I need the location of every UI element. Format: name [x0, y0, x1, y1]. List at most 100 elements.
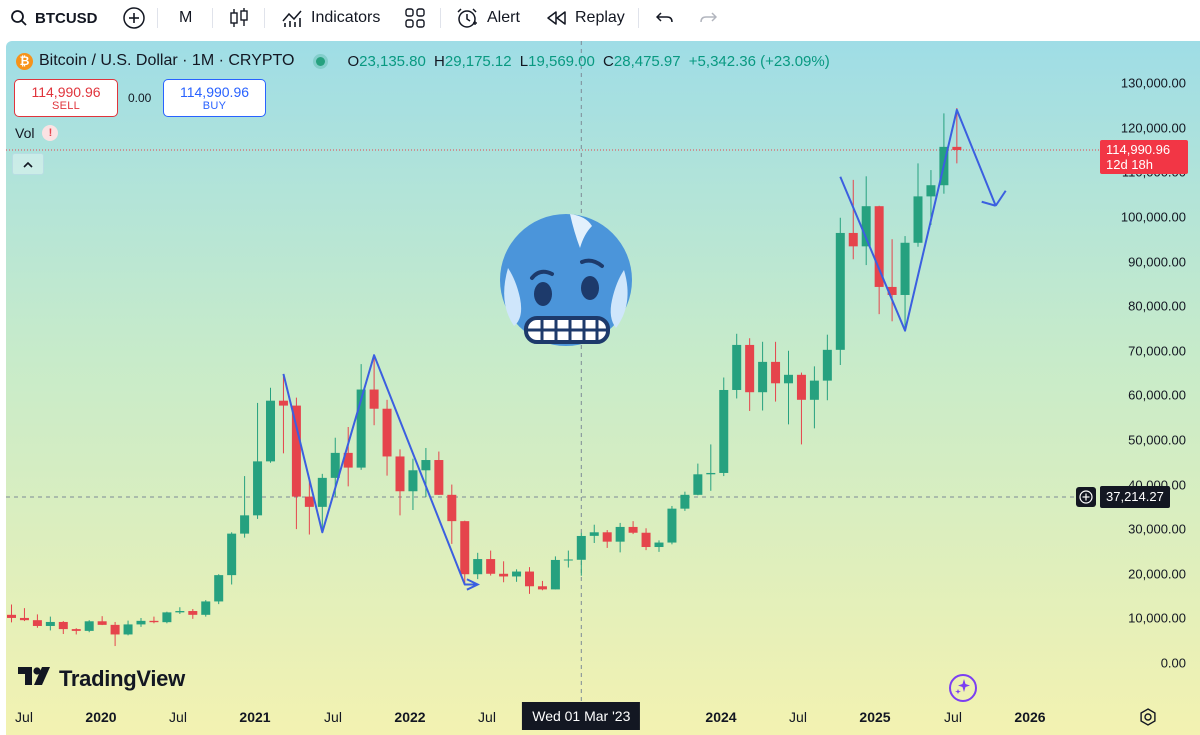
- chart-settings-button[interactable]: [1139, 708, 1159, 728]
- redo-icon: [699, 10, 717, 26]
- indicators-label: Indicators: [311, 9, 381, 26]
- candle-body: [447, 494, 457, 522]
- price-axis-tick-label: 0.00: [1160, 655, 1186, 671]
- candle-body: [861, 206, 871, 247]
- candle-body: [266, 400, 275, 462]
- search-icon: [10, 9, 28, 27]
- candle-body: [719, 389, 729, 473]
- time-axis-tick-label: Jul: [324, 709, 342, 725]
- toolbar-divider: [212, 8, 213, 28]
- market-status-icon: [316, 56, 326, 66]
- alert-button[interactable]: Alert: [456, 0, 520, 36]
- spread-value: 0.00: [128, 91, 152, 105]
- price-axis-tick-label: 30,000.00: [1128, 521, 1186, 537]
- toolbar-divider: [264, 8, 265, 28]
- trendline-arrowhead: [994, 190, 1007, 207]
- candle-body: [525, 571, 534, 587]
- candle-body: [330, 452, 340, 478]
- candle-body: [809, 380, 819, 400]
- rewind-icon: [546, 10, 568, 26]
- candle-body: [602, 532, 612, 542]
- price-axis-tick-label: 10,000.00: [1128, 610, 1186, 626]
- replay-button[interactable]: Replay: [546, 0, 625, 36]
- candle-body: [589, 532, 599, 536]
- assistant-sparkle-button[interactable]: [949, 674, 977, 702]
- countdown-value: 12d 18h: [1106, 157, 1153, 173]
- price-axis-tick-label: 20,000.00: [1128, 566, 1186, 582]
- interval-button[interactable]: M: [179, 0, 192, 36]
- toolbar-divider: [157, 8, 158, 28]
- redo-button[interactable]: [699, 0, 717, 36]
- candle-body: [887, 286, 897, 295]
- candle-body: [745, 344, 755, 393]
- alert-label: Alert: [487, 9, 520, 26]
- candle-body: [19, 617, 29, 621]
- price-axis-tick-label: 130,000.00: [1120, 75, 1186, 91]
- warning-icon[interactable]: !: [42, 125, 59, 141]
- trendline: [839, 108, 997, 332]
- indicators-button[interactable]: Indicators: [281, 0, 380, 36]
- candle-body: [162, 612, 172, 623]
- candle-body: [473, 559, 483, 575]
- sell-button[interactable]: 114,990.96 SELL: [14, 79, 118, 117]
- time-axis-tick-label: 2021: [239, 709, 271, 725]
- candle-body: [822, 349, 832, 381]
- candle-body: [667, 508, 677, 543]
- candle-body: [900, 242, 910, 295]
- legend-title[interactable]: Bitcoin / U.S. Dollar · 1M · CRYPTO: [39, 52, 295, 69]
- time-axis-tick-label: 2026: [1014, 709, 1046, 725]
- time-axis-tick-label: 2025: [859, 709, 891, 725]
- chart-pane[interactable]: ₿ Bitcoin / U.S. Dollar · 1M · CRYPTO O2…: [6, 41, 1200, 735]
- price-chart[interactable]: [6, 41, 1200, 735]
- time-axis-tick-label: Jul: [478, 709, 496, 725]
- alarm-clock-icon: [456, 7, 478, 29]
- candle-body: [214, 575, 224, 602]
- candle-body: [253, 461, 263, 516]
- volume-legend[interactable]: Vol !: [15, 125, 59, 141]
- add-alert-plus-icon[interactable]: [1076, 486, 1096, 507]
- tradingview-logo[interactable]: TradingView: [18, 665, 185, 692]
- candle-body: [848, 232, 858, 247]
- replay-label: Replay: [575, 9, 625, 26]
- price-axis-tick-label: 60,000.00: [1128, 387, 1186, 403]
- undo-button[interactable]: [656, 0, 674, 36]
- candle-body: [512, 571, 522, 577]
- tv-logo-icon: [18, 665, 54, 692]
- candle-body: [291, 405, 301, 497]
- buy-label: BUY: [202, 99, 227, 112]
- compare-button[interactable]: [122, 0, 146, 36]
- layouts-button[interactable]: [405, 0, 425, 36]
- symbol-search[interactable]: BTCUSD: [10, 0, 98, 36]
- interval-label: M: [179, 9, 193, 26]
- sparkle-icon: [955, 678, 971, 699]
- candle-body: [641, 532, 651, 548]
- crosshair-price-label: 37,214.27: [1076, 485, 1170, 508]
- candle-body: [395, 456, 405, 492]
- trendline-arrowhead: [466, 578, 480, 591]
- chart-legend: ₿ Bitcoin / U.S. Dollar · 1M · CRYPTO O2…: [16, 51, 830, 71]
- candle-body: [45, 621, 55, 626]
- buy-button[interactable]: 114,990.96 BUY: [163, 79, 266, 117]
- candle-body: [732, 344, 742, 390]
- candle-body: [84, 621, 94, 631]
- time-axis-tick-label: Jul: [15, 709, 33, 725]
- candle-body: [304, 496, 314, 507]
- price-axis-tick-label: 90,000.00: [1128, 254, 1186, 269]
- collapse-legend-button[interactable]: [12, 153, 44, 175]
- candle-body: [356, 389, 366, 468]
- top-toolbar: BTCUSD M Indicators Alert Replay: [0, 0, 1200, 36]
- undo-icon: [656, 10, 674, 26]
- indicators-icon: [281, 7, 303, 29]
- candles-icon: [229, 7, 249, 29]
- candle-body: [175, 611, 185, 613]
- candle-body: [278, 400, 288, 406]
- candle-body: [771, 361, 781, 384]
- sell-price: 114,990.96: [31, 83, 101, 100]
- chart-type-button[interactable]: [229, 0, 249, 36]
- candle-body: [7, 614, 16, 618]
- price-axis-tick-label: 70,000.00: [1128, 343, 1186, 359]
- candle-body: [97, 621, 107, 625]
- cold-face-emoji-icon[interactable]: [496, 208, 636, 348]
- price-axis-tick-label: 100,000.00: [1120, 209, 1186, 225]
- candle-body: [537, 586, 547, 590]
